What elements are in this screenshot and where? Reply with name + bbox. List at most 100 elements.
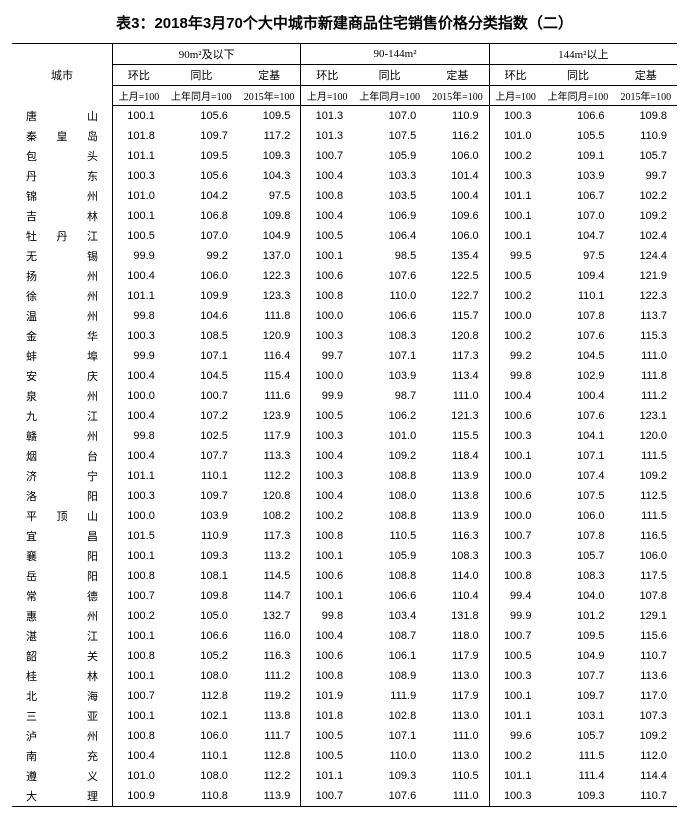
cell-value: 98.5 xyxy=(353,246,426,266)
cell-value: 111.7 xyxy=(238,726,301,746)
cell-value: 101.1 xyxy=(489,706,541,726)
cell-value: 100.1 xyxy=(301,586,353,606)
cell-value: 108.0 xyxy=(165,666,238,686)
cell-value: 122.3 xyxy=(238,266,301,286)
cell-value: 105.7 xyxy=(541,546,614,566)
cell-value: 113.0 xyxy=(426,666,489,686)
cell-value: 100.0 xyxy=(301,366,353,386)
cell-value: 100.7 xyxy=(489,626,541,646)
cell-value: 109.2 xyxy=(615,466,677,486)
cell-value: 105.0 xyxy=(165,606,238,626)
cell-value: 100.7 xyxy=(301,786,353,807)
cell-value: 100.8 xyxy=(301,666,353,686)
cell-value: 100.7 xyxy=(113,686,165,706)
cell-value: 101.9 xyxy=(301,686,353,706)
cell-value: 113.0 xyxy=(426,746,489,766)
cell-value: 100.4 xyxy=(301,166,353,186)
cell-value: 124.4 xyxy=(615,246,677,266)
cell-value: 114.5 xyxy=(238,566,301,586)
cell-value: 109.1 xyxy=(541,146,614,166)
basis-base: 2015年=100 xyxy=(615,86,677,106)
cell-value: 116.3 xyxy=(426,526,489,546)
cell-value: 107.1 xyxy=(353,346,426,366)
table-row: 襄 阳100.1109.3113.2100.1105.9108.3100.310… xyxy=(12,546,677,566)
cell-value: 113.0 xyxy=(426,706,489,726)
cell-value: 109.7 xyxy=(541,686,614,706)
cell-value: 111.5 xyxy=(541,746,614,766)
cell-value: 100.3 xyxy=(489,786,541,807)
cell-city: 扬 州 xyxy=(12,266,113,286)
cell-value: 101.1 xyxy=(301,766,353,786)
cell-value: 104.3 xyxy=(238,166,301,186)
cell-value: 104.7 xyxy=(541,226,614,246)
cell-city: 牡 丹 江 xyxy=(12,226,113,246)
cell-value: 107.1 xyxy=(165,346,238,366)
cell-value: 111.5 xyxy=(615,446,677,466)
cell-value: 104.5 xyxy=(541,346,614,366)
cell-value: 107.8 xyxy=(541,526,614,546)
cell-value: 99.8 xyxy=(113,306,165,326)
cell-value: 101.8 xyxy=(113,126,165,146)
cell-value: 99.6 xyxy=(489,726,541,746)
cell-value: 112.8 xyxy=(238,746,301,766)
cell-value: 102.9 xyxy=(541,366,614,386)
cell-value: 99.8 xyxy=(113,426,165,446)
sub-mom: 环比 xyxy=(113,65,165,86)
cell-city: 烟 台 xyxy=(12,446,113,466)
cell-city: 赣 州 xyxy=(12,426,113,446)
cell-value: 103.5 xyxy=(353,186,426,206)
cell-value: 101.0 xyxy=(489,126,541,146)
cell-value: 108.0 xyxy=(353,486,426,506)
cell-value: 101.3 xyxy=(301,126,353,146)
cell-value: 99.7 xyxy=(615,166,677,186)
cell-value: 100.5 xyxy=(113,226,165,246)
basis-yoy: 上年同月=100 xyxy=(165,86,238,106)
cell-value: 99.9 xyxy=(301,386,353,406)
cell-city: 三 亚 xyxy=(12,706,113,726)
cell-value: 100.1 xyxy=(489,446,541,466)
cell-value: 108.8 xyxy=(353,506,426,526)
cell-value: 109.5 xyxy=(541,626,614,646)
cell-value: 100.8 xyxy=(113,646,165,666)
cell-value: 123.1 xyxy=(615,406,677,426)
cell-value: 100.8 xyxy=(113,726,165,746)
cell-value: 100.1 xyxy=(113,206,165,226)
cell-value: 100.3 xyxy=(489,666,541,686)
table-row: 湛 江100.1106.6116.0100.4108.7118.0100.710… xyxy=(12,626,677,646)
cell-value: 110.7 xyxy=(615,646,677,666)
cell-value: 100.1 xyxy=(301,246,353,266)
cell-value: 122.5 xyxy=(426,266,489,286)
cell-value: 119.2 xyxy=(238,686,301,706)
cell-value: 100.4 xyxy=(113,446,165,466)
cell-value: 120.0 xyxy=(615,426,677,446)
cell-value: 100.0 xyxy=(489,506,541,526)
table-row: 徐 州101.1109.9123.3100.8110.0122.7100.211… xyxy=(12,286,677,306)
cell-value: 101.0 xyxy=(353,426,426,446)
cell-value: 123.9 xyxy=(238,406,301,426)
cell-value: 100.3 xyxy=(301,326,353,346)
cell-value: 100.7 xyxy=(165,386,238,406)
cell-value: 100.4 xyxy=(113,366,165,386)
cell-value: 107.7 xyxy=(165,446,238,466)
cell-city: 吉 林 xyxy=(12,206,113,226)
group-90below: 90m²及以下 xyxy=(113,44,301,65)
cell-value: 106.6 xyxy=(353,586,426,606)
cell-value: 121.9 xyxy=(615,266,677,286)
cell-value: 100.2 xyxy=(489,326,541,346)
cell-value: 111.9 xyxy=(353,686,426,706)
cell-value: 110.0 xyxy=(353,746,426,766)
cell-value: 100.7 xyxy=(113,586,165,606)
cell-value: 100.4 xyxy=(301,446,353,466)
cell-value: 105.7 xyxy=(615,146,677,166)
cell-value: 105.7 xyxy=(541,726,614,746)
cell-value: 100.3 xyxy=(113,166,165,186)
cell-value: 113.6 xyxy=(615,666,677,686)
cell-value: 100.8 xyxy=(301,186,353,206)
cell-value: 100.0 xyxy=(301,306,353,326)
cell-value: 100.7 xyxy=(301,146,353,166)
cell-value: 109.5 xyxy=(238,106,301,126)
table-row: 金 华100.3108.5120.9100.3108.3120.8100.210… xyxy=(12,326,677,346)
cell-value: 113.3 xyxy=(238,446,301,466)
cell-value: 107.6 xyxy=(541,326,614,346)
cell-value: 117.9 xyxy=(426,686,489,706)
